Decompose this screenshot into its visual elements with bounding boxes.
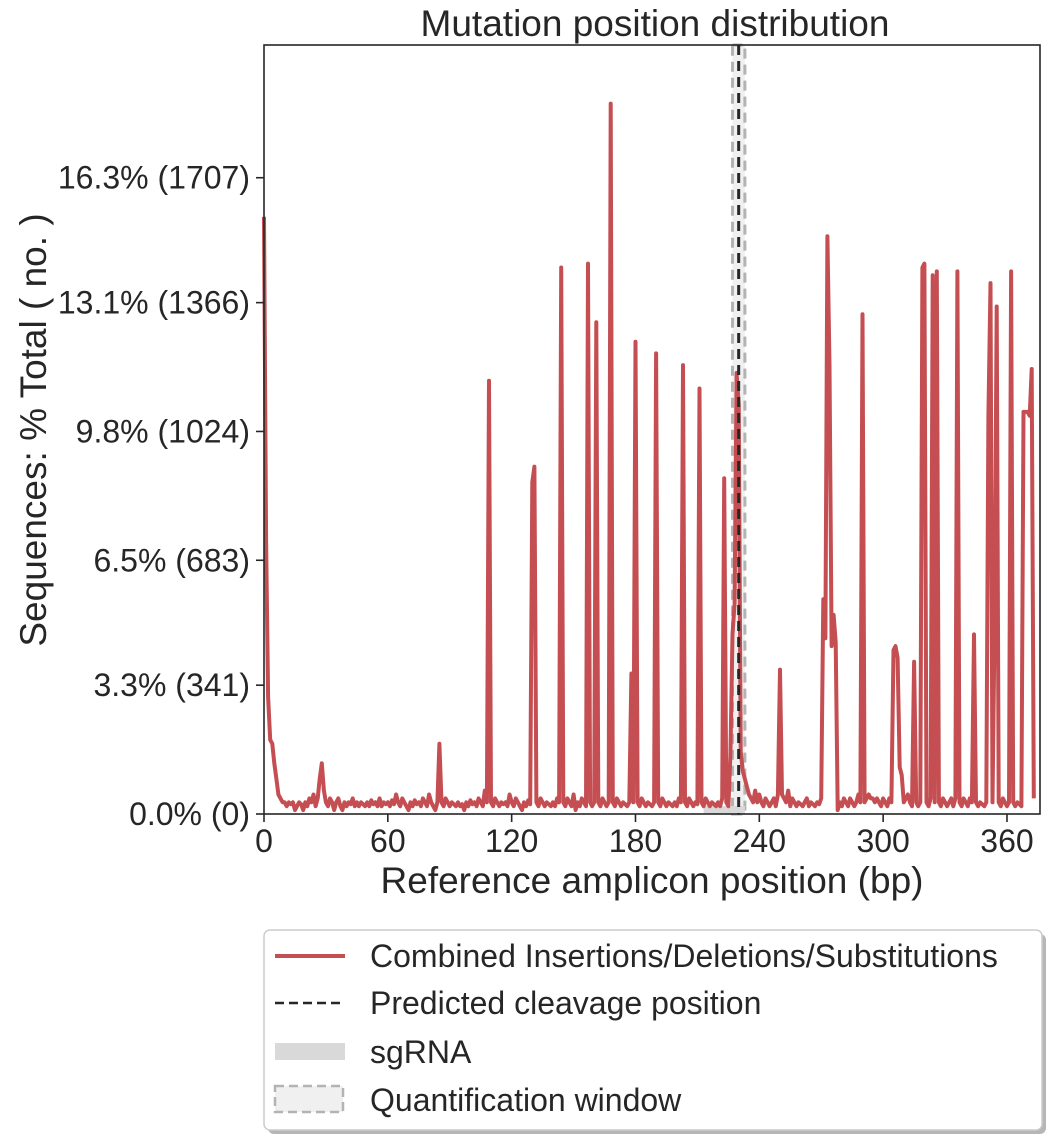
y-axis-title: Sequences: % Total ( no. ) (13, 213, 54, 646)
y-tick-label: 0.0% (0) (129, 796, 250, 832)
y-tick-label: 13.1% (1366) (58, 285, 250, 321)
y-tick-label: 9.8% (1024) (76, 413, 250, 449)
legend-box (263, 929, 1043, 1131)
y-tick-label: 16.3% (1707) (58, 160, 250, 196)
legend-swatch-window (273, 1084, 345, 1114)
legend-swatch-sgrna (275, 1043, 345, 1060)
legend: Combined Insertions/Deletions/Substituti… (263, 929, 1046, 1134)
legend-label-sgrna: sgRNA (370, 1034, 472, 1070)
series-line-0 (262, 101, 1036, 813)
x-tick-label: 120 (485, 823, 538, 859)
y-axis: 0.0% (0) 3.3% (341) 6.5% (683) 9.8% (1024) 1… (58, 160, 264, 832)
plot-frame (263, 44, 1041, 815)
legend-label-window: Quantification window (370, 1082, 682, 1118)
y-tick-label: 6.5% (683) (93, 542, 250, 578)
x-axis: 0 60 120 180 240 300 360 (255, 814, 1034, 859)
legend-label-cleavage: Predicted cleavage position (370, 985, 761, 1021)
x-tick-label: 180 (609, 823, 662, 859)
x-tick-label: 60 (370, 823, 406, 859)
chart-title: Mutation position distribution (421, 3, 890, 44)
plot-area (262, 43, 1036, 816)
x-axis-title: Reference amplicon position (bp) (381, 860, 924, 901)
sgrna-bar (703, 806, 745, 814)
y-tick-label: 3.3% (341) (93, 667, 250, 703)
x-tick-label: 360 (980, 823, 1033, 859)
x-tick-label: 240 (733, 823, 786, 859)
x-tick-label: 0 (255, 823, 273, 859)
legend-label-combined: Combined Insertions/Deletions/Substituti… (370, 938, 998, 974)
x-tick-label: 300 (856, 823, 909, 859)
